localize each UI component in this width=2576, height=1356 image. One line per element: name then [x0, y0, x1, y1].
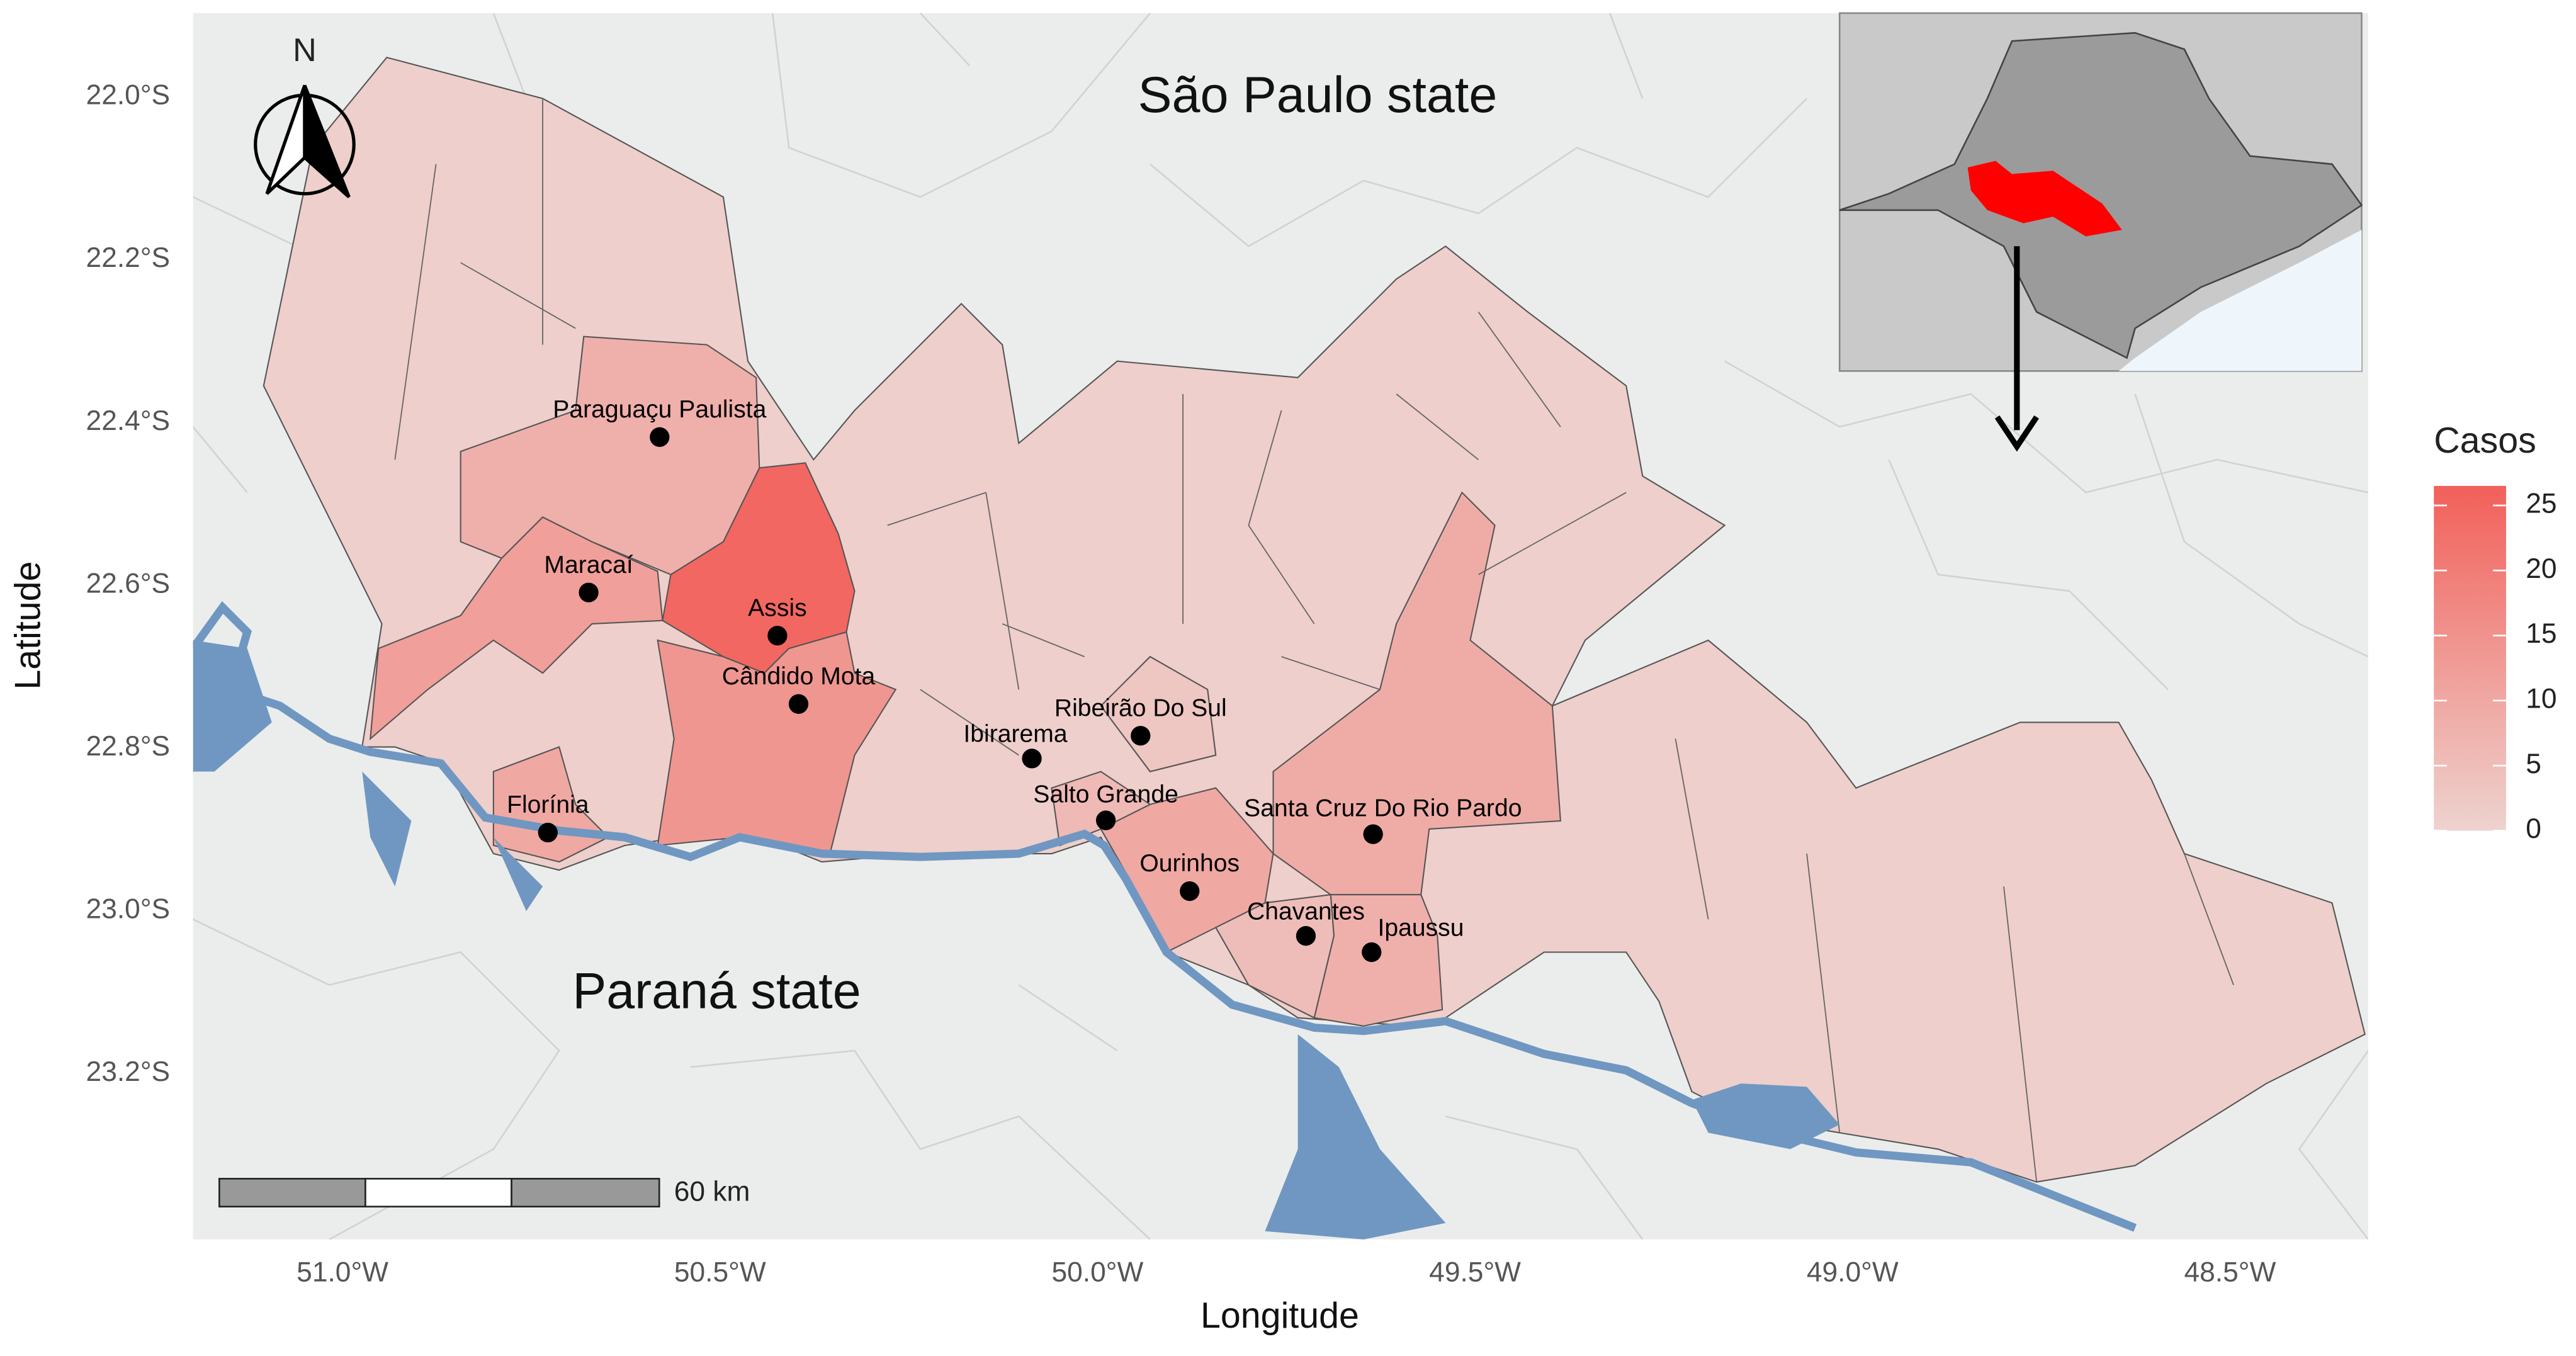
- legend-title: Casos: [2434, 421, 2536, 461]
- x-tick-label: 49.5°W: [1429, 1257, 1521, 1287]
- city-point: [1296, 926, 1316, 946]
- municipality: [1051, 771, 1152, 847]
- city-label: Cândido Mota: [722, 663, 876, 690]
- y-tick-label: 23.0°S: [86, 893, 171, 924]
- city-point: [1362, 942, 1382, 963]
- city-label: Assis: [748, 594, 806, 621]
- colorbar: [2434, 485, 2506, 831]
- city-label: Paraguaçu Paulista: [553, 396, 766, 423]
- city-label: Ribeirão Do Sul: [1054, 694, 1227, 721]
- city-label: Ibirarema: [963, 721, 1067, 748]
- city-point: [767, 626, 788, 646]
- city-point: [579, 582, 599, 602]
- scale-bar: 60 km: [218, 1177, 750, 1207]
- legend-tick-label: 0: [2526, 813, 2541, 844]
- inset-map: [1838, 12, 2363, 452]
- y-tick-label: 23.2°S: [86, 1056, 171, 1087]
- city-point: [1363, 824, 1383, 844]
- x-axis-title: Longitude: [1200, 1296, 1359, 1336]
- city-point: [1095, 810, 1116, 830]
- north-arrow: N: [254, 32, 356, 198]
- x-tick-label: 50.0°W: [1052, 1257, 1144, 1287]
- city-label: Chavantes: [1247, 898, 1365, 925]
- legend-tick-label: 5: [2526, 749, 2541, 779]
- water: [193, 601, 2137, 1240]
- city-point: [1131, 726, 1151, 746]
- y-tick-label: 22.4°S: [86, 405, 171, 436]
- municipality: [1100, 655, 1217, 772]
- legend-tick-label: 15: [2526, 618, 2556, 649]
- state-label: Paraná state: [572, 963, 861, 1020]
- state-label: São Paulo state: [1138, 67, 1498, 123]
- y-tick-label: 22.6°S: [86, 568, 171, 599]
- y-axis-title: Latitude: [8, 561, 48, 689]
- y-tick-label: 22.2°S: [86, 242, 171, 273]
- city-label: Florínia: [507, 791, 589, 818]
- y-tick-label: 22.8°S: [86, 731, 171, 762]
- legend: Casos 0 5 10 15 20 25: [2434, 421, 2557, 844]
- city-point: [1180, 881, 1200, 901]
- north-label: N: [293, 32, 317, 69]
- municipality: [460, 336, 760, 575]
- y-tick-label: 22.0°S: [86, 80, 171, 111]
- city-label: Salto Grande: [1033, 781, 1178, 808]
- scale-label: 60 km: [674, 1177, 750, 1207]
- city-point: [650, 427, 670, 447]
- city-label: Santa Cruz Do Rio Pardo: [1244, 794, 1522, 822]
- x-tick-label: 51.0°W: [297, 1257, 388, 1287]
- city-label: Ourinhos: [1139, 850, 1240, 877]
- municipality: [1313, 894, 1443, 1027]
- city-point: [538, 822, 558, 843]
- x-tick-label: 49.0°W: [1807, 1257, 1899, 1287]
- city-label: Maracaí: [544, 551, 633, 579]
- municipal-border: [394, 98, 2234, 1182]
- city-point: [1022, 749, 1042, 769]
- city-point: [788, 694, 809, 714]
- legend-tick-label: 10: [2526, 684, 2556, 715]
- x-tick-label: 50.5°W: [674, 1257, 766, 1287]
- legend-tick-label: 25: [2526, 489, 2556, 519]
- city-label: Ipaussu: [1378, 914, 1464, 941]
- legend-tick-label: 20: [2526, 553, 2556, 584]
- x-tick-label: 48.5°W: [2184, 1257, 2276, 1287]
- municipality: [263, 57, 2366, 1183]
